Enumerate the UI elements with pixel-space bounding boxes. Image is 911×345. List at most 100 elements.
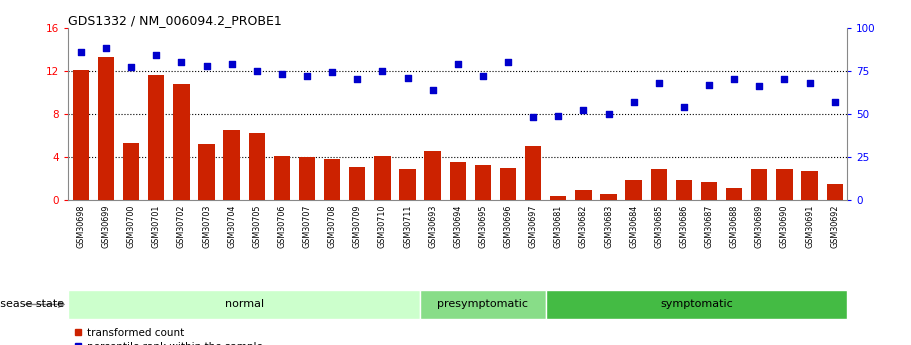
Text: GSM30707: GSM30707 (302, 205, 312, 248)
Text: GSM30708: GSM30708 (328, 205, 337, 248)
Point (651, 80, 666, 86)
Legend: transformed count, percentile rank within the sample: transformed count, percentile rank withi… (74, 328, 263, 345)
Point (300, 73, 314, 79)
Bar (420, 290, 546, 319)
Bar (776, 169, 793, 200)
Text: symptomatic: symptomatic (660, 299, 732, 309)
Bar (97, 57, 114, 200)
Bar (525, 146, 541, 200)
Text: GSM30697: GSM30697 (528, 205, 537, 248)
Bar (199, 144, 215, 200)
Point (350, 77, 364, 82)
Text: GSM30693: GSM30693 (428, 205, 437, 248)
Point (250, 68, 264, 73)
Bar (600, 194, 617, 200)
Text: GSM30706: GSM30706 (277, 205, 286, 248)
Bar (701, 182, 717, 200)
Text: GSM30683: GSM30683 (604, 205, 613, 248)
Point (803, 80, 817, 86)
Bar (475, 165, 491, 200)
Point (576, 108, 590, 113)
Point (200, 63, 214, 68)
Bar (550, 196, 567, 200)
Text: GSM30687: GSM30687 (704, 205, 713, 248)
Point (74, 49, 88, 55)
Text: GSM30699: GSM30699 (101, 205, 110, 248)
Bar (399, 169, 415, 200)
Point (476, 73, 490, 79)
Text: GSM30686: GSM30686 (680, 205, 689, 248)
Text: GSM30681: GSM30681 (554, 205, 563, 248)
Point (752, 83, 766, 89)
Text: GSM30692: GSM30692 (830, 205, 839, 248)
Point (701, 82, 716, 87)
Point (501, 59, 516, 65)
Bar (273, 156, 290, 200)
Text: GSM30691: GSM30691 (805, 205, 814, 248)
Text: GDS1332 / NM_006094.2_PROBE1: GDS1332 / NM_006094.2_PROBE1 (68, 14, 282, 27)
Text: GSM30702: GSM30702 (177, 205, 186, 248)
Point (274, 71, 289, 77)
Point (149, 52, 164, 58)
Bar (826, 184, 843, 200)
Text: GSM30696: GSM30696 (504, 205, 513, 248)
Point (400, 75, 415, 80)
Bar (752, 169, 767, 200)
Point (325, 70, 340, 75)
Bar (425, 150, 441, 200)
Text: GSM30704: GSM30704 (227, 205, 236, 248)
Text: presymptomatic: presymptomatic (437, 299, 528, 309)
Point (98, 46, 113, 51)
Text: GSM30690: GSM30690 (780, 205, 789, 248)
Point (827, 99, 842, 105)
Text: GSM30688: GSM30688 (730, 205, 739, 248)
Bar (626, 180, 642, 200)
Text: GSM30682: GSM30682 (578, 205, 588, 248)
Point (425, 87, 440, 92)
Text: GSM30709: GSM30709 (353, 205, 362, 248)
Point (677, 104, 691, 110)
Text: disease state: disease state (0, 299, 64, 309)
Bar (575, 190, 591, 200)
Text: GSM30703: GSM30703 (202, 205, 211, 248)
Bar (299, 157, 315, 200)
Bar (546, 290, 847, 319)
Bar (324, 159, 341, 200)
Bar (73, 70, 89, 200)
Bar (148, 75, 164, 200)
Text: GSM30684: GSM30684 (630, 205, 639, 248)
Point (375, 68, 390, 73)
Bar (374, 156, 391, 200)
Text: GSM30711: GSM30711 (403, 205, 412, 248)
Point (526, 115, 540, 120)
Bar (173, 84, 189, 200)
Text: GSM30689: GSM30689 (755, 205, 763, 248)
Bar (349, 167, 365, 200)
Bar (726, 188, 742, 200)
Text: GSM30705: GSM30705 (252, 205, 261, 248)
Bar (676, 180, 692, 200)
Bar (500, 168, 517, 200)
Bar (249, 133, 265, 200)
Text: GSM30694: GSM30694 (454, 205, 462, 248)
Point (551, 113, 566, 118)
Bar (123, 143, 139, 200)
Text: GSM30695: GSM30695 (478, 205, 487, 248)
Bar (68, 290, 420, 319)
Bar (650, 169, 667, 200)
Bar (450, 162, 466, 200)
Text: GSM30698: GSM30698 (77, 205, 86, 248)
Bar (802, 171, 818, 200)
Point (627, 99, 641, 105)
Text: GSM30710: GSM30710 (378, 205, 387, 248)
Point (601, 111, 616, 117)
Point (450, 61, 465, 67)
Text: normal: normal (225, 299, 264, 309)
Text: GSM30700: GSM30700 (127, 205, 136, 248)
Bar (223, 130, 240, 200)
Text: GSM30685: GSM30685 (654, 205, 663, 248)
Point (727, 77, 742, 82)
Point (777, 77, 792, 82)
Text: GSM30701: GSM30701 (152, 205, 160, 248)
Point (224, 61, 239, 67)
